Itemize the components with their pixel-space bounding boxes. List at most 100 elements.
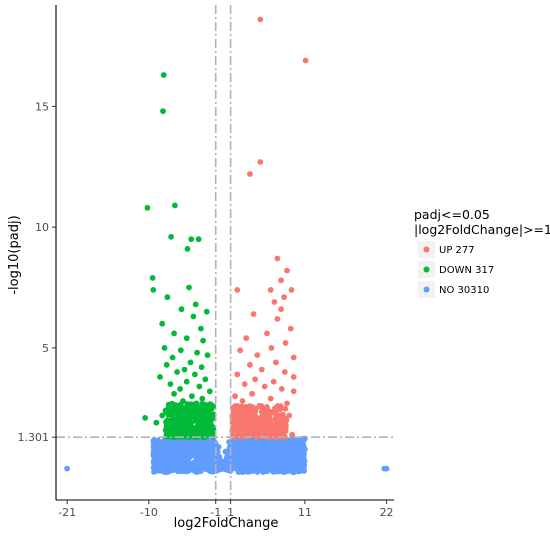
- data-point: [170, 448, 177, 455]
- data-point: [192, 301, 199, 308]
- data-point: [160, 108, 166, 115]
- data-point: [276, 405, 282, 412]
- cloud-point: [173, 424, 180, 431]
- legend-label-no: NO 30310: [439, 285, 489, 296]
- legend: padj<=0.05 |log2FoldChange|>=1 UP 277 DO…: [414, 207, 550, 298]
- cloud-point: [150, 459, 157, 466]
- legend-entry-down: DOWN 317: [418, 261, 494, 278]
- data-point: [247, 429, 254, 436]
- data-point: [236, 412, 243, 419]
- data-point: [64, 465, 70, 472]
- cloud-point: [176, 445, 182, 452]
- data-point: [183, 417, 189, 424]
- data-point: [157, 374, 163, 380]
- x-tick-label: -10: [140, 506, 158, 519]
- cloud-point: [269, 433, 275, 440]
- data-point: [254, 422, 261, 428]
- data-point: [279, 427, 286, 433]
- cloud-point: [186, 465, 193, 472]
- data-point: [186, 423, 193, 430]
- data-point: [383, 465, 390, 472]
- cloud-point: [243, 410, 249, 416]
- data-point: [183, 335, 190, 342]
- data-point: [274, 316, 281, 322]
- data-point: [185, 405, 192, 412]
- data-point: [159, 412, 166, 419]
- data-point: [254, 352, 261, 358]
- legend-swatch-no: [423, 286, 430, 293]
- cloud-point: [153, 442, 159, 448]
- data-point: [161, 345, 168, 351]
- data-point: [189, 393, 195, 400]
- data-point: [284, 400, 290, 407]
- data-point: [163, 361, 170, 368]
- data-point: [198, 325, 204, 332]
- data-point: [287, 325, 294, 332]
- cloud-point: [279, 419, 285, 425]
- cloud-point: [294, 446, 300, 452]
- data-point: [261, 383, 268, 390]
- data-point: [209, 415, 216, 421]
- cloud-point: [237, 457, 243, 464]
- data-point: [200, 337, 207, 344]
- cloud-point: [153, 438, 159, 444]
- data-point: [198, 439, 204, 445]
- data-point: [180, 398, 186, 404]
- data-point: [278, 306, 284, 313]
- data-point: [150, 287, 157, 293]
- cloud-point: [275, 452, 281, 459]
- data-point: [243, 419, 250, 426]
- data-point: [198, 364, 205, 371]
- data-point: [302, 57, 309, 64]
- legend-entry-up: UP 277: [418, 241, 475, 258]
- reference-lines: [56, 5, 394, 500]
- data-point: [171, 330, 178, 337]
- data-point: [206, 424, 212, 431]
- cloud-point: [250, 448, 256, 454]
- cloud-point: [232, 465, 238, 472]
- cloud-point: [276, 466, 282, 472]
- cloud-point: [182, 423, 188, 430]
- data-point: [177, 347, 184, 354]
- data-point: [174, 410, 181, 416]
- x-axis-ticks: -21 -10 -1 1 11 22: [58, 500, 394, 519]
- cloud-point: [248, 461, 254, 467]
- data-point: [195, 236, 202, 243]
- data-point: [238, 424, 245, 431]
- cloud-point: [190, 404, 196, 411]
- data-point: [206, 388, 213, 395]
- data-point: [302, 446, 308, 453]
- cloud-point: [158, 451, 165, 457]
- data-point: [230, 407, 237, 414]
- data-point: [252, 376, 258, 383]
- data-point: [296, 441, 303, 448]
- data-point: [281, 294, 287, 301]
- data-point: [190, 313, 197, 320]
- x-tick-label: -21: [58, 506, 76, 519]
- data-point: [194, 349, 201, 356]
- data-point: [285, 441, 292, 448]
- cloud-point: [157, 468, 163, 474]
- data-point: [183, 378, 190, 385]
- data-point: [247, 171, 253, 177]
- cloud-point: [222, 462, 228, 469]
- cloud-point: [264, 404, 270, 410]
- cloud-point: [244, 414, 250, 421]
- data-point: [218, 458, 225, 465]
- cloud-point: [232, 403, 238, 409]
- data-point: [177, 427, 184, 433]
- data-point: [267, 287, 274, 293]
- cloud-point: [166, 468, 173, 474]
- data-point: [243, 335, 250, 342]
- cloud-point: [258, 454, 265, 461]
- data-point: [237, 347, 244, 354]
- data-point: [281, 448, 288, 455]
- data-point: [163, 429, 170, 436]
- data-point: [282, 340, 289, 346]
- cloud-point: [237, 446, 243, 452]
- cloud-point: [174, 403, 180, 410]
- cloud-point: [182, 429, 189, 436]
- y-axis-title: -log10(padj): [7, 215, 22, 294]
- data-point: [169, 354, 176, 361]
